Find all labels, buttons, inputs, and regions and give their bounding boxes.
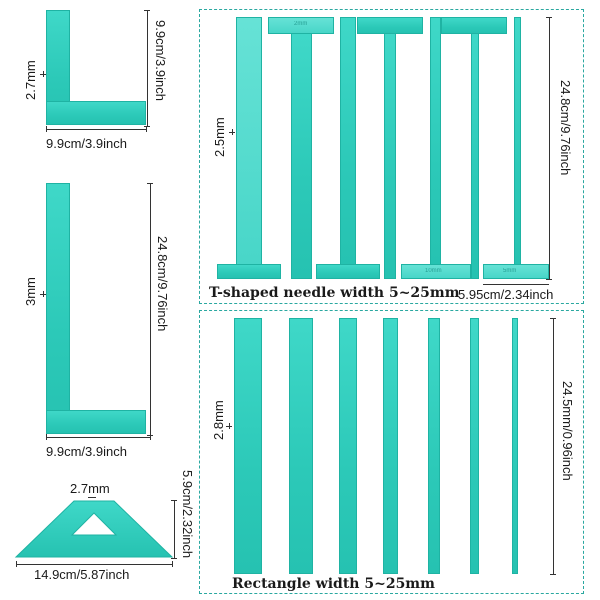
t-width-dimension [483,284,549,285]
rect-thickness-label: 2.8mm [211,400,226,440]
rectangle-panel [199,310,584,594]
needle-engraving: 10mm [425,268,442,274]
trapezoid-thickness-label: 2.7mm [70,481,110,496]
trapezoid-width-label: 14.9cm/5.87inch [34,567,130,582]
t-needle-panel [199,9,584,304]
needle-engraving: 2mm [294,21,308,27]
rect-panel-caption: Rectangle width 5~25mm [232,576,435,592]
trapezoid-thickness-marker [88,497,96,498]
trapezoid-width-dimension [16,564,172,565]
rect-height-dimension [553,318,554,574]
big-l-width-label: 9.9cm/3.9inch [46,444,127,459]
t-height-dimension [549,17,550,279]
needle-engraving: 5mm [503,268,517,274]
small-l-width-label: 9.9cm/3.9inch [46,136,127,151]
big-l-height-label: 24.8cm/9.76inch [155,236,170,332]
trapezoid-height-dimension [174,500,175,558]
big-l-thickness-label: 3mm [23,277,38,306]
small-l-height-dimension [147,10,148,126]
t-height-label: 24.8cm/9.76inch [558,80,573,176]
trapezoid-ruler [14,500,174,558]
rect-height-label: 24.5mm/0.96inch [560,381,575,481]
t-panel-caption: T-shaped needle width 5~25mm [209,285,460,301]
t-thickness-label: 2.5mm [212,117,227,157]
small-l-thickness-label: 2.7mm [23,60,38,100]
big-l-width-dimension [46,437,150,438]
t-width-label: 5.95cm/2.34inch [458,287,554,302]
small-l-width-dimension [46,129,147,130]
trapezoid-height-label: 5.9cm/2.32inch [180,470,195,559]
small-l-height-label: 9.9cm/3.9inch [153,20,168,101]
big-l-height-dimension [150,183,151,435]
